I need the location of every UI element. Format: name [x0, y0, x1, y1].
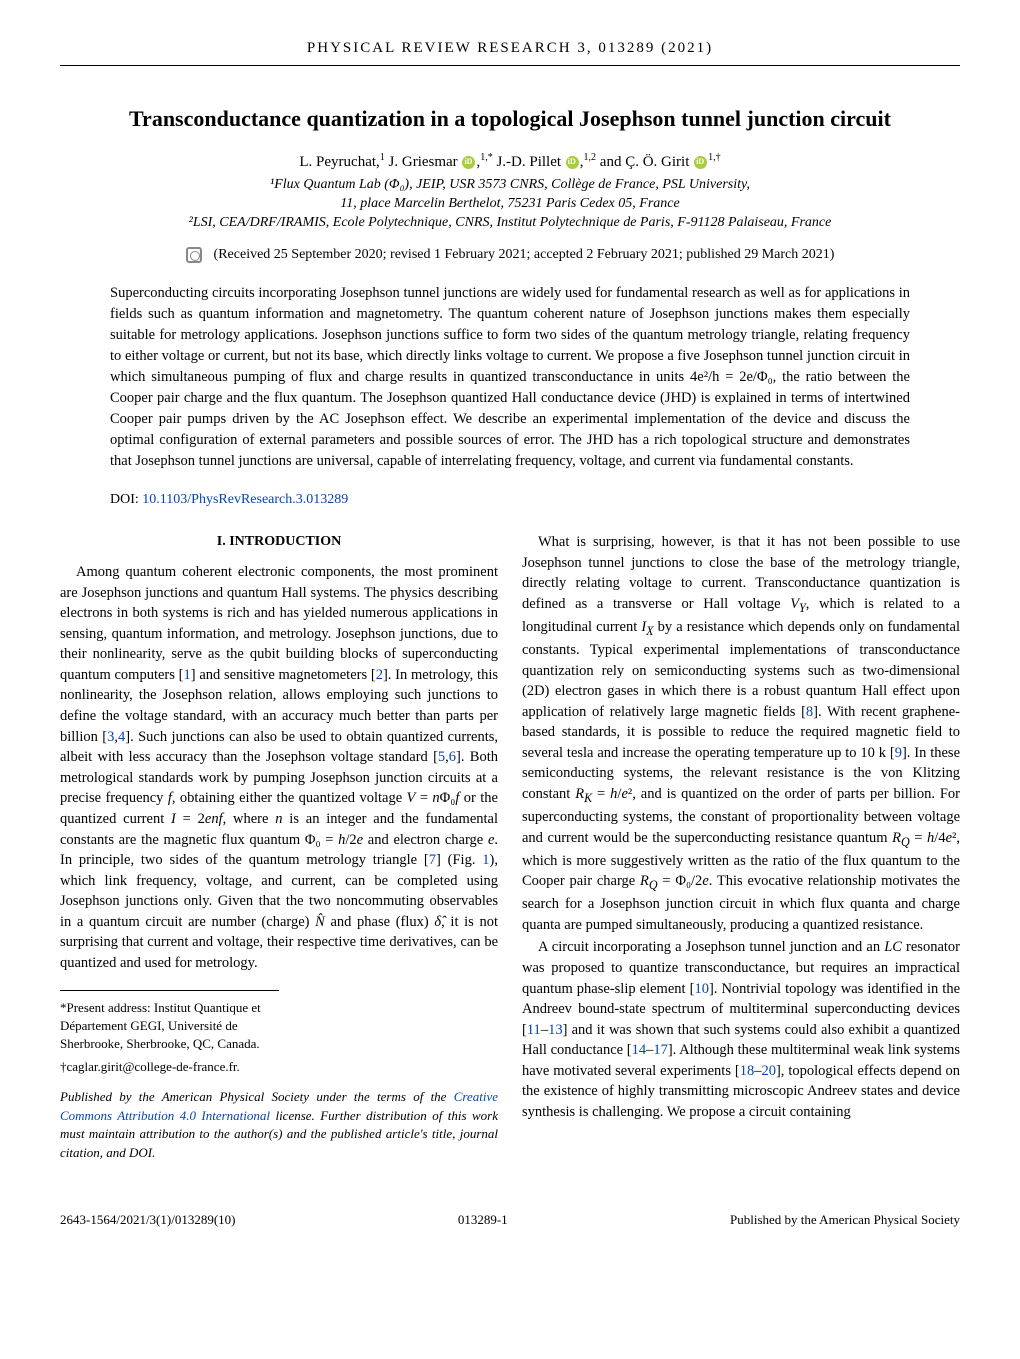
orcid-icon	[566, 156, 579, 169]
check-updates-icon[interactable]	[186, 247, 202, 263]
footnotes-block: *Present address: Institut Quantique et …	[60, 990, 279, 1077]
affiliation-1b: 11, place Marcelin Berthelot, 75231 Pari…	[60, 196, 960, 212]
dates-row: (Received 25 September 2020; revised 1 F…	[60, 247, 960, 263]
footnote-2: †caglar.girit@college-de-france.fr.	[60, 1058, 279, 1076]
right-paragraph-1: What is surprising, however, is that it …	[522, 532, 960, 935]
section-heading-intro: I. INTRODUCTION	[60, 532, 498, 552]
journal-header: PHYSICAL REVIEW RESEARCH 3, 013289 (2021…	[60, 40, 960, 66]
doi-line: DOI: 10.1103/PhysRevResearch.3.013289	[110, 492, 910, 508]
doi-label: DOI:	[110, 492, 142, 507]
affiliation-1: ¹Flux Quantum Lab (Φ₀), JEIP, USR 3573 C…	[60, 177, 960, 193]
footer-right: Published by the American Physical Socie…	[730, 1212, 960, 1228]
doi-link[interactable]: 10.1103/PhysRevResearch.3.013289	[142, 492, 348, 507]
footer-left: 2643-1564/2021/3(1)/013289(10)	[60, 1212, 235, 1228]
publication-dates: (Received 25 September 2020; revised 1 F…	[214, 247, 835, 263]
intro-paragraph-1: Among quantum coherent electronic compon…	[60, 562, 498, 974]
affiliation-2: ²LSI, CEA/DRF/IRAMIS, Ecole Polytechniqu…	[60, 215, 960, 231]
page-footer: 2643-1564/2021/3(1)/013289(10) 013289-1 …	[60, 1204, 960, 1228]
affiliations-block: ¹Flux Quantum Lab (Φ₀), JEIP, USR 3573 C…	[60, 177, 960, 231]
footnote-1: *Present address: Institut Quantique et …	[60, 999, 279, 1054]
right-column: What is surprising, however, is that it …	[522, 532, 960, 1164]
two-column-body: I. INTRODUCTION Among quantum coherent e…	[60, 532, 960, 1164]
abstract: Superconducting circuits incorporating J…	[110, 283, 910, 472]
article-title: Transconductance quantization in a topol…	[60, 106, 960, 132]
right-paragraph-2: A circuit incorporating a Josephson tunn…	[522, 937, 960, 1122]
pub-note-before: Published by the American Physical Socie…	[60, 1089, 454, 1104]
footer-center: 013289-1	[458, 1212, 508, 1228]
orcid-icon	[462, 156, 475, 169]
left-column: I. INTRODUCTION Among quantum coherent e…	[60, 532, 498, 1164]
publication-note: Published by the American Physical Socie…	[60, 1088, 498, 1162]
orcid-icon	[694, 156, 707, 169]
authors-line: L. Peyruchat,1 J. Griesmar ,1,* J.-D. Pi…	[60, 152, 960, 171]
